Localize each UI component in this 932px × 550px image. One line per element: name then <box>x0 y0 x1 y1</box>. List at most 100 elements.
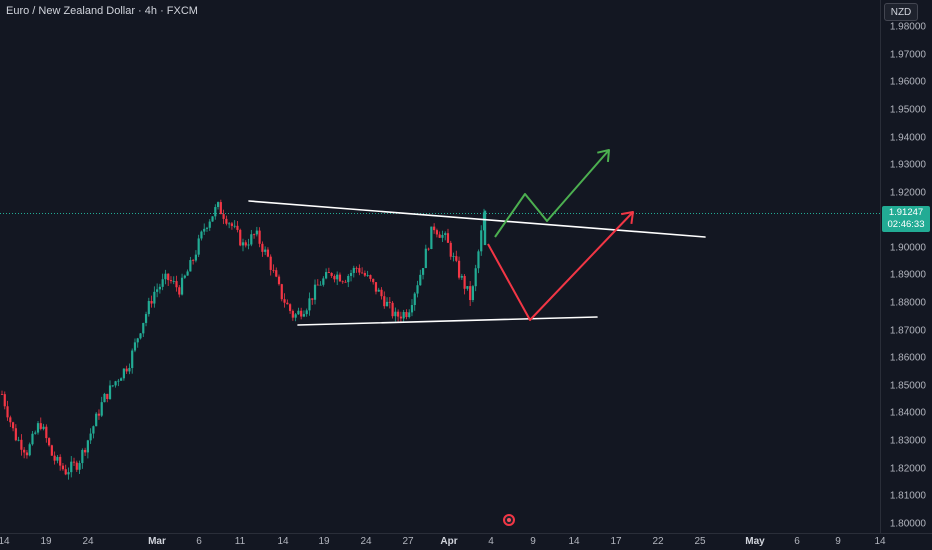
candle <box>3 391 6 410</box>
candle <box>291 309 294 321</box>
price-tick: 1.84000 <box>889 407 926 419</box>
candle <box>6 400 9 421</box>
candle <box>424 244 427 269</box>
time-tick: 14 <box>568 536 580 547</box>
candle <box>31 431 34 446</box>
candle <box>219 199 222 215</box>
candle <box>252 233 256 239</box>
currency-badge[interactable]: NZD <box>884 3 918 21</box>
bearish-arrow-head <box>621 211 634 225</box>
candle <box>180 273 184 296</box>
candle <box>341 280 344 284</box>
candle <box>125 365 128 374</box>
candle <box>20 434 23 456</box>
candle <box>446 228 450 243</box>
candle <box>410 299 414 317</box>
candle <box>361 267 364 274</box>
candle <box>413 292 416 311</box>
candle <box>477 249 480 274</box>
candle <box>23 447 26 459</box>
candle <box>247 238 250 250</box>
price-tick: 1.83000 <box>889 435 926 447</box>
candle <box>216 201 220 210</box>
candle <box>327 267 330 274</box>
bar-countdown: 02:46:33 <box>887 219 925 230</box>
candle <box>330 272 333 278</box>
candle <box>150 295 153 308</box>
price-tick: 1.86000 <box>889 352 926 364</box>
candle <box>56 454 59 464</box>
candle <box>349 269 353 282</box>
candle <box>136 337 139 348</box>
candle <box>275 267 278 278</box>
candle <box>158 283 161 294</box>
candle <box>469 281 472 307</box>
candle <box>241 238 245 252</box>
candle <box>355 266 358 273</box>
candle <box>208 219 211 231</box>
candle <box>147 297 150 317</box>
candle <box>272 264 275 273</box>
candle <box>131 348 134 374</box>
candle <box>233 220 236 229</box>
candle <box>402 309 405 323</box>
candle <box>250 229 253 247</box>
candle <box>34 430 37 435</box>
candle <box>50 444 53 456</box>
candle <box>269 254 272 276</box>
candle <box>72 457 76 466</box>
time-tick: 14 <box>277 536 289 547</box>
tradingview-logo-icon[interactable] <box>503 514 515 526</box>
last-price-value: 1.91247 <box>888 207 924 218</box>
candle <box>100 396 103 418</box>
resistance-trendline <box>248 200 706 238</box>
candle <box>457 256 461 280</box>
candle <box>153 286 156 308</box>
candlestick-chart[interactable] <box>0 0 880 533</box>
candle <box>363 270 366 277</box>
time-tick: 24 <box>82 536 94 547</box>
candle <box>89 428 92 444</box>
candle <box>441 230 444 243</box>
candle <box>161 273 164 291</box>
candle <box>205 226 209 232</box>
time-tick: 6 <box>794 536 800 547</box>
candle <box>111 385 114 388</box>
price-tick: 1.98000 <box>889 21 926 33</box>
time-tick: 17 <box>610 536 622 547</box>
candle <box>75 460 78 472</box>
time-axis[interactable]: 14 19 24 Mar 6 11 14 19 24 27 Apr 4 9 14 17 22 25 May 6 9 14 <box>0 533 932 550</box>
price-tick: 1.93000 <box>889 159 926 171</box>
candle <box>64 464 67 476</box>
candle <box>449 240 452 260</box>
bullish-projection-path <box>494 149 610 238</box>
price-tick: 1.85000 <box>889 380 926 392</box>
candle <box>156 283 159 298</box>
candle <box>142 322 145 338</box>
candle <box>380 287 383 300</box>
time-tick: 19 <box>40 536 52 547</box>
candle <box>388 297 391 309</box>
candle <box>288 303 292 314</box>
price-axis[interactable]: 1.98000 1.97000 1.96000 1.95000 1.94000 1.930… <box>880 0 932 533</box>
candle <box>97 409 101 420</box>
candle <box>419 269 422 286</box>
candle <box>427 247 430 251</box>
candle <box>352 265 355 278</box>
candle <box>369 274 372 282</box>
candle <box>421 267 425 280</box>
time-tick: 22 <box>652 536 664 547</box>
candle <box>366 270 369 277</box>
price-tick: 1.82000 <box>889 463 926 475</box>
candle <box>0 390 4 395</box>
symbol-title[interactable]: Euro / New Zealand Dollar · 4h · FXCM <box>6 5 198 17</box>
candle <box>277 274 281 286</box>
chart-plot-area[interactable] <box>0 0 880 533</box>
candle <box>438 231 441 238</box>
candle <box>47 437 51 447</box>
candle <box>372 278 375 285</box>
candle <box>344 279 347 283</box>
candle <box>474 264 477 292</box>
candle <box>483 210 487 246</box>
candle <box>120 377 123 381</box>
